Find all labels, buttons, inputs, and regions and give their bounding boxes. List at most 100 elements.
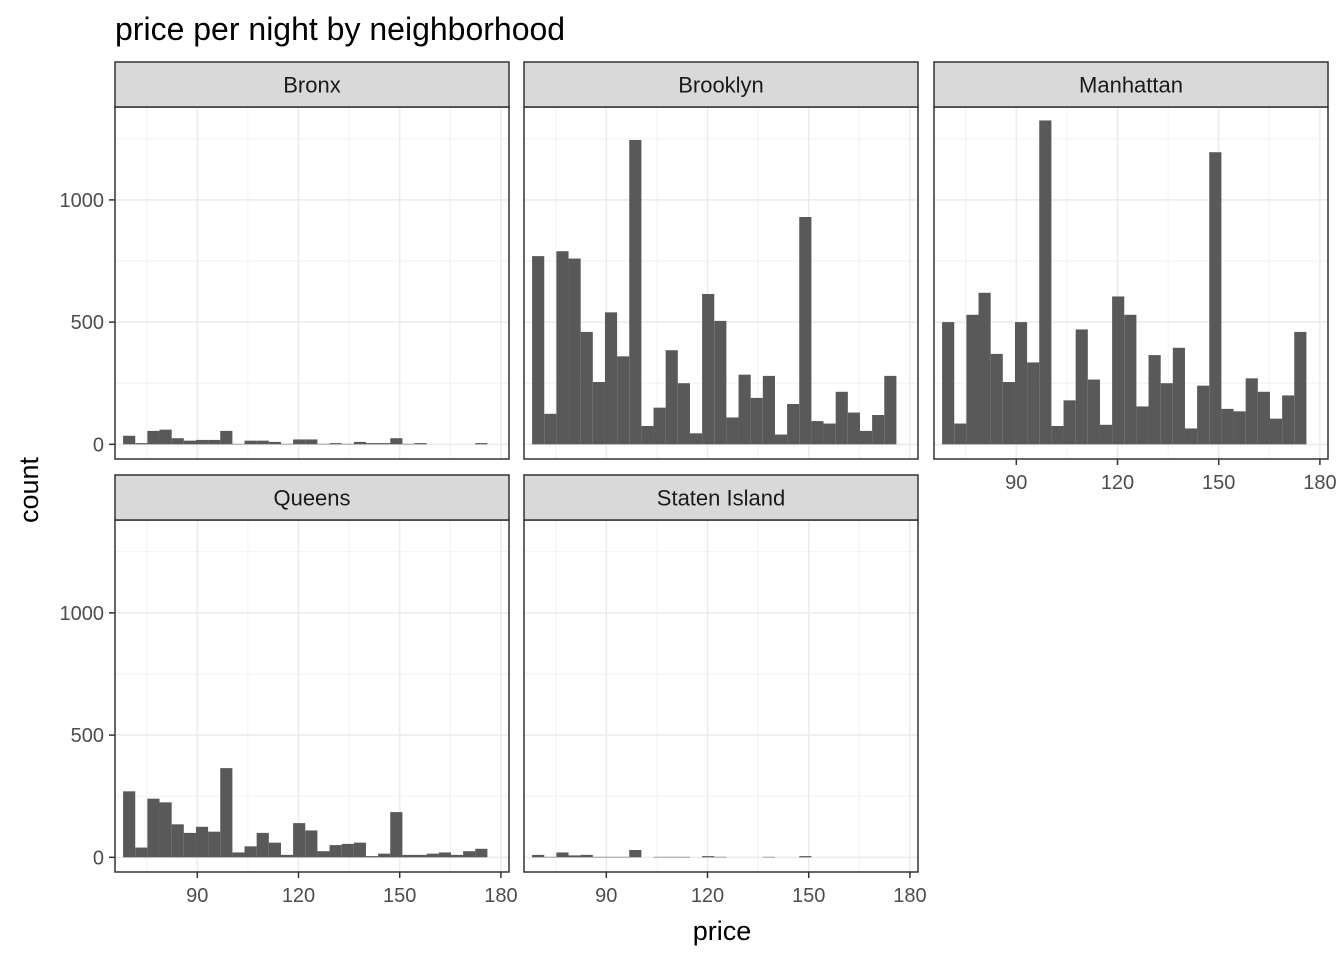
histogram-bar	[220, 430, 233, 445]
histogram-bar	[305, 439, 318, 445]
histogram-bar	[378, 443, 391, 445]
histogram-bar	[604, 312, 618, 445]
panel-queens: Queens 0 500 1000 90 120 150 180	[60, 474, 518, 907]
histogram-bar	[556, 852, 569, 858]
histogram-bar	[653, 407, 666, 445]
histogram-bar	[1002, 382, 1015, 445]
y-tick-label: 500	[71, 725, 104, 747]
strip-label-brooklyn: Brooklyn	[678, 73, 764, 98]
panel-background	[115, 107, 509, 459]
histogram-bar	[966, 314, 979, 445]
histogram-bar	[592, 382, 605, 445]
histogram-bar	[1233, 411, 1246, 445]
histogram-bar	[544, 413, 557, 445]
histogram-bar	[1051, 426, 1064, 445]
x-tick-label: 120	[1101, 472, 1134, 494]
histogram-bar	[1269, 418, 1283, 445]
histogram-bar	[147, 798, 160, 858]
x-tick-label: 90	[595, 885, 617, 907]
histogram-bar	[232, 852, 245, 858]
histogram-bar	[859, 430, 873, 445]
histogram-bar	[475, 848, 488, 858]
histogram-bar	[629, 140, 642, 445]
histogram-bar	[220, 768, 233, 858]
histogram-bar	[978, 292, 991, 445]
histogram-bar	[629, 850, 642, 858]
histogram-bar	[353, 842, 366, 858]
histogram-bar	[402, 854, 415, 858]
histogram-bar	[1209, 152, 1222, 445]
x-tick-label: 90	[186, 885, 208, 907]
histogram-bar	[341, 843, 354, 858]
y-tick-label: 1000	[60, 190, 105, 212]
facet-panels: Bronx 0 500 1000 Brooklyn Manhattan 90 120 150 18…	[60, 61, 1337, 907]
histogram-bar	[135, 847, 148, 858]
histogram-bar	[1087, 379, 1100, 445]
x-tick-label: 120	[282, 885, 315, 907]
panel-brooklyn: Brooklyn	[523, 61, 919, 460]
histogram-bar	[317, 851, 330, 858]
histogram-bar	[256, 440, 269, 445]
strip-background	[114, 61, 510, 108]
histogram-bar	[1172, 347, 1185, 445]
histogram-bar	[1112, 296, 1125, 445]
histogram-bar	[990, 353, 1003, 445]
histogram-bar	[1075, 329, 1088, 445]
histogram-bar	[414, 443, 427, 445]
histogram-bar	[1184, 428, 1198, 445]
histogram-bar	[171, 824, 184, 858]
y-tick-label: 1000	[60, 603, 105, 625]
histogram-bar	[244, 440, 257, 445]
x-axis-title: price	[693, 916, 752, 946]
histogram-bar	[1063, 400, 1076, 445]
chart-title: price per night by neighborhood	[115, 11, 565, 47]
strip-label-manhattan: Manhattan	[1079, 73, 1183, 98]
histogram-bar	[305, 830, 318, 858]
histogram-bar	[942, 322, 955, 445]
histogram-bar	[1014, 322, 1028, 445]
x-tick-label: 180	[484, 885, 517, 907]
histogram-bar	[208, 831, 221, 858]
histogram-bar	[750, 397, 763, 445]
histogram-bar	[268, 441, 281, 445]
histogram-bar	[847, 412, 860, 445]
histogram-bar	[954, 423, 967, 445]
histogram-bar	[414, 854, 427, 858]
histogram-bar	[463, 851, 476, 858]
histogram-bar	[183, 440, 196, 445]
histogram-bar	[677, 383, 690, 445]
strip-label-staten-island: Staten Island	[657, 486, 785, 511]
histogram-bar	[617, 356, 630, 445]
x-tick-label: 120	[691, 885, 724, 907]
histogram-bar	[1099, 424, 1113, 445]
histogram-bar	[568, 258, 581, 445]
histogram-bar	[872, 415, 885, 445]
x-tick-label: 180	[893, 885, 926, 907]
histogram-bar	[195, 439, 209, 445]
y-tick-label: 500	[71, 312, 104, 334]
histogram-bar	[256, 832, 269, 858]
histogram-bar	[1221, 408, 1234, 445]
histogram-bar	[208, 439, 221, 445]
histogram-bar	[1148, 355, 1161, 445]
x-tick-label: 150	[1202, 472, 1235, 494]
histogram-bar	[147, 430, 160, 445]
histogram-bar	[195, 826, 209, 858]
histogram-bar	[293, 439, 306, 445]
y-tick-label: 0	[93, 434, 104, 456]
histogram-bar	[1027, 362, 1040, 445]
panel-manhattan: Manhattan 90 120 150 180	[933, 61, 1337, 494]
histogram-bar	[532, 256, 545, 445]
x-tick-label: 150	[792, 885, 825, 907]
y-axis-title: count	[14, 456, 44, 523]
histogram-bar	[762, 375, 775, 445]
histogram-bar	[183, 832, 196, 858]
histogram-bar	[689, 433, 703, 445]
histogram-bar	[365, 856, 379, 858]
x-tick-label: 150	[383, 885, 416, 907]
y-tick-label: 0	[93, 847, 104, 869]
histogram-bar	[171, 438, 184, 445]
histogram-bar	[1136, 406, 1149, 445]
panel-background	[115, 520, 509, 872]
